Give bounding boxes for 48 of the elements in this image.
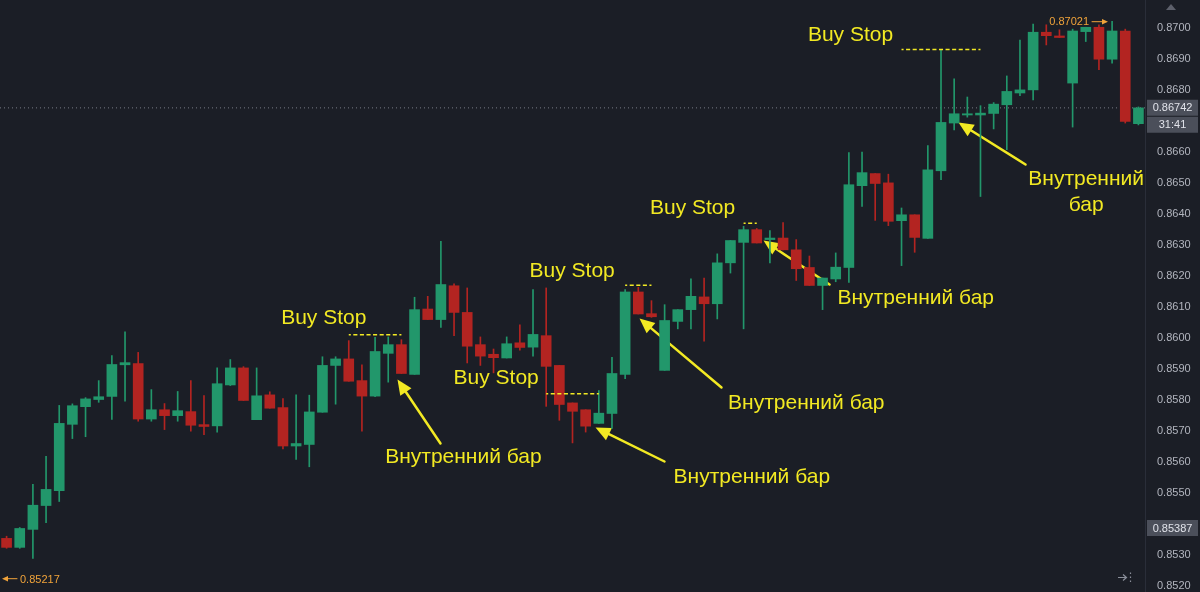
candlestick	[1040, 24, 1052, 46]
ref-line-label: 0.86742	[1152, 101, 1193, 114]
y-tick-label: 0.8620	[1157, 268, 1191, 281]
y-tick-label: 0.8700	[1157, 20, 1191, 33]
annotation: Внутренний бар	[837, 284, 994, 308]
candlestick	[172, 391, 183, 422]
candlestick	[382, 336, 394, 383]
y-tick-label: 0.8630	[1157, 237, 1191, 250]
text: 31:41	[1158, 118, 1187, 131]
y-tick-label: 0.8690	[1157, 51, 1191, 64]
candlestick	[1001, 75, 1013, 151]
candlestick	[527, 289, 539, 357]
y-tick-label: 0.8560	[1157, 454, 1191, 467]
y-tick-label: 0.8650	[1157, 175, 1191, 188]
annotation: Buy Stop	[529, 257, 615, 281]
y-tick-label: 0.8610	[1157, 299, 1191, 312]
annotation: 0.85217	[20, 572, 60, 585]
candlestick	[869, 173, 881, 221]
candlestick	[514, 324, 526, 351]
y-tick-label: 0.8530	[1157, 547, 1191, 560]
candlestick	[198, 395, 210, 435]
candlestick	[948, 78, 960, 131]
y-tick-label: 0.8640	[1157, 206, 1191, 219]
y-tick-label: 0.8600	[1157, 330, 1191, 343]
text: 0.85387	[1152, 521, 1193, 534]
candlestick	[962, 96, 973, 118]
candlestick	[856, 151, 868, 207]
candlestick	[119, 331, 131, 402]
y-tick-label: 0.8570	[1157, 423, 1191, 436]
annotation: Buy Stop	[649, 194, 736, 218]
annotation: Buy Stop	[281, 304, 367, 328]
annotation: Внутренний бар	[1028, 165, 1145, 215]
y-tick-label: 0.8590	[1157, 361, 1191, 374]
annotation: 0.87021	[1049, 14, 1090, 27]
annotation: Внутренний бар	[728, 389, 885, 413]
y-tick-label: 0.8660	[1157, 144, 1191, 157]
y-tick-label: 0.8550	[1157, 485, 1191, 498]
y-tick-label: 0.8520	[1157, 578, 1191, 591]
candlestick	[40, 455, 52, 523]
annotation: Buy Stop	[453, 365, 539, 389]
candlestick	[93, 380, 105, 403]
annotation: Внутренний бар	[673, 464, 831, 488]
candlestick	[356, 364, 368, 432]
y-tick-label: 0.8680	[1157, 82, 1191, 95]
annotation: Внутренний бар	[385, 444, 542, 468]
candlestick	[290, 394, 302, 460]
annotation: Buy Stop	[807, 22, 894, 46]
y-tick-label: 0.8580	[1157, 392, 1191, 405]
